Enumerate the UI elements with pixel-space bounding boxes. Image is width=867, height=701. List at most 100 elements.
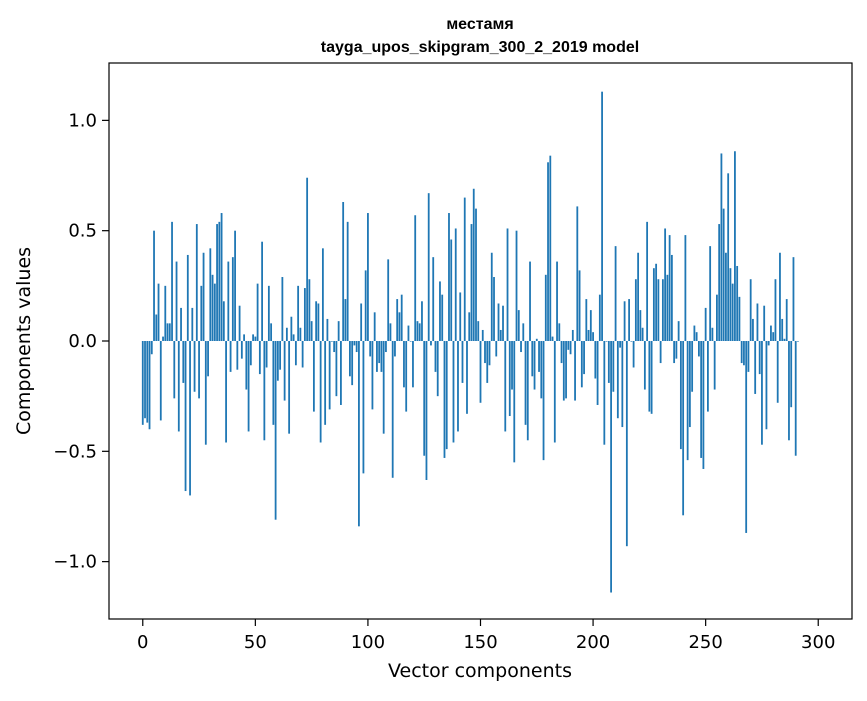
bar [155,314,158,341]
bar [173,341,176,399]
bar [520,341,522,353]
bar [243,334,245,341]
bar [779,252,781,341]
bar [405,341,408,412]
bar [727,173,730,341]
bar [614,246,617,341]
bar [747,341,750,372]
bar [770,325,772,341]
bar [294,341,297,366]
bar [477,321,480,341]
y-tick-label: −1.0 [53,552,97,573]
bar [792,257,795,341]
bar [461,341,464,383]
bar [619,341,621,348]
bar [234,230,236,341]
bar [668,235,671,341]
bar [679,341,682,450]
bar [394,341,396,357]
bar [652,268,655,341]
bar [558,323,561,341]
bar [720,153,723,341]
bar [497,303,500,341]
x-axis-label: Vector components [388,660,572,682]
bar [443,341,446,458]
bar [711,327,714,341]
bar [457,341,459,432]
bar [589,310,592,341]
y-axis: −1.0 −0.5 0.0 0.5 1.0 [53,110,109,573]
bar [729,268,732,341]
bar [351,341,354,386]
bar [547,162,549,341]
bar [297,285,300,341]
bar [567,341,570,350]
bar [515,230,518,341]
bar [162,336,164,341]
chart-title-line-1: местамя [446,16,513,33]
bar [340,341,342,405]
bar [353,341,356,346]
bar [186,254,189,341]
bar [400,294,403,341]
bar [470,224,473,341]
bar [580,341,583,388]
bar [738,296,741,341]
bar [198,341,200,399]
bar [637,252,640,341]
bar [263,341,266,441]
bar [522,323,525,341]
bar [466,341,468,414]
bar [157,283,160,341]
bar [743,341,745,366]
bar [675,341,678,359]
bar [193,341,196,392]
bars-group [141,91,799,593]
bar [765,341,768,430]
bar [337,321,340,341]
bar [321,248,324,341]
bar [754,341,757,394]
bar [150,341,153,355]
bar [722,208,725,341]
bar [661,279,664,341]
bar [504,341,507,432]
bar [222,301,225,341]
bar [189,341,191,496]
bar [502,305,504,341]
bar [718,224,721,341]
bar [752,318,754,341]
bar [398,312,401,341]
bar [598,294,601,341]
bar [445,341,448,450]
bar [698,341,700,357]
bar [533,341,536,390]
bar [373,312,376,341]
bar [247,341,250,432]
bar [312,341,315,412]
bar [763,305,766,341]
bar [425,341,428,480]
x-tick-label: 150 [463,632,497,653]
bar [691,341,694,392]
bar [177,341,180,432]
bar [544,274,547,341]
bar [538,341,540,372]
bar [153,230,155,341]
bar [630,341,633,342]
bar [168,323,171,341]
bar [646,221,649,341]
bar [560,341,563,364]
bar [335,341,338,397]
bar [285,327,288,341]
bar [434,341,437,372]
bar [605,341,608,342]
bar [249,341,252,366]
bar [265,341,268,368]
bar [141,341,144,425]
bar [317,303,320,341]
bar [673,341,676,364]
bar [146,341,149,423]
y-tick-label: 1.0 [68,110,97,131]
bar [756,303,759,341]
